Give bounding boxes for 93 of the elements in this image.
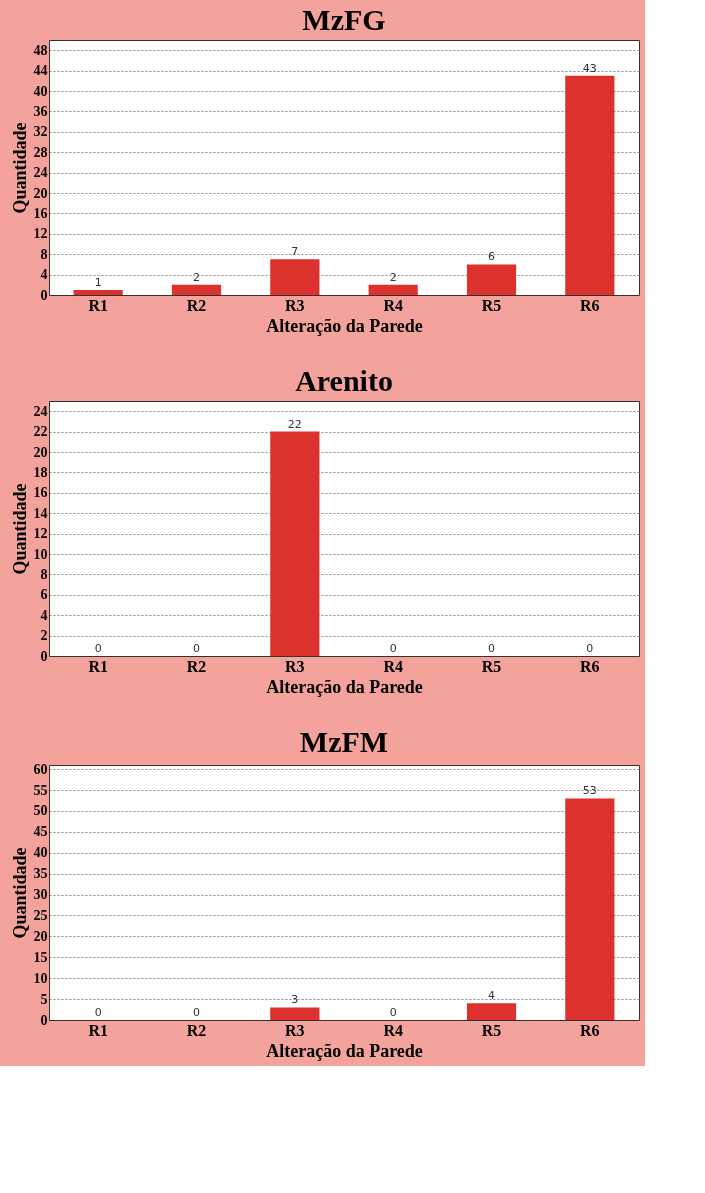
- y-tick-label: 60: [33, 761, 48, 777]
- data-label: 0: [193, 642, 200, 655]
- x-tick-label: R6: [580, 657, 600, 675]
- chart-title: MzFG: [302, 3, 386, 36]
- x-tick-label: R4: [383, 657, 403, 675]
- y-tick-label: 20: [33, 185, 48, 201]
- y-tick-label: 40: [33, 83, 48, 99]
- chart-title: MzFM: [299, 725, 389, 759]
- y-tick-label: 12: [33, 526, 48, 542]
- data-label: 2: [193, 270, 200, 284]
- data-label: 53: [582, 784, 597, 798]
- data-label: 6: [488, 250, 495, 264]
- y-tick-label: 10: [33, 546, 48, 562]
- y-tick-label: 0: [40, 287, 48, 303]
- bar: [270, 259, 320, 295]
- data-label: 0: [488, 642, 495, 655]
- y-axis-title: Quantidade: [9, 847, 30, 939]
- bar: [565, 75, 615, 295]
- x-tick-label: R5: [481, 1021, 502, 1039]
- y-tick-label: 12: [33, 226, 48, 242]
- data-label: 22: [287, 417, 302, 431]
- y-tick-label: 0: [40, 1012, 48, 1028]
- data-label: 0: [94, 1006, 102, 1019]
- y-tick-label: 0: [40, 648, 48, 664]
- y-tick-label: 8: [40, 566, 48, 582]
- bar: [565, 798, 615, 1020]
- x-tick-label: R3: [285, 1021, 305, 1039]
- bar: [270, 1007, 320, 1020]
- x-tick-label: R3: [285, 657, 305, 675]
- x-tick-label: R1: [88, 296, 108, 314]
- y-tick-label: 18: [33, 464, 48, 480]
- y-tick-label: 22: [33, 424, 48, 440]
- data-label: 7: [291, 245, 299, 259]
- x-tick-label: R5: [481, 296, 502, 314]
- bar: [368, 284, 418, 295]
- y-tick-label: 36: [33, 103, 48, 119]
- x-tick-label: R4: [383, 1021, 403, 1039]
- y-axis-title: Quantidade: [9, 122, 30, 214]
- chart-title: Arenito: [295, 364, 393, 397]
- x-tick-label: R6: [580, 296, 600, 314]
- y-tick-label: 6: [40, 587, 48, 603]
- x-tick-label: R2: [186, 1021, 207, 1039]
- x-axis-title: Alteração da Parede: [266, 315, 423, 336]
- y-tick-label: 24: [33, 403, 48, 419]
- x-tick-label: R1: [88, 1021, 108, 1039]
- y-tick-label: 25: [33, 907, 48, 923]
- y-tick-label: 44: [33, 63, 48, 79]
- y-tick-label: 55: [33, 782, 48, 798]
- y-tick-label: 20: [33, 928, 48, 944]
- y-tick-label: 16: [33, 205, 48, 221]
- y-tick-label: 28: [33, 144, 48, 160]
- data-label: 0: [586, 642, 594, 655]
- y-tick-label: 35: [33, 866, 48, 882]
- x-tick-label: R6: [580, 1021, 600, 1039]
- y-tick-label: 20: [33, 444, 48, 460]
- y-tick-label: 4: [40, 607, 48, 623]
- y-tick-label: 14: [33, 505, 48, 521]
- y-tick-label: 30: [33, 887, 48, 903]
- bar: [171, 284, 222, 295]
- y-tick-label: 48: [33, 42, 48, 58]
- y-tick-label: 15: [33, 949, 48, 965]
- data-label: 0: [193, 1006, 200, 1019]
- x-tick-label: R5: [481, 657, 502, 675]
- data-label: 3: [291, 993, 299, 1007]
- bar: [73, 289, 123, 295]
- x-tick-label: R2: [186, 296, 207, 314]
- x-tick-label: R3: [285, 296, 305, 314]
- data-label: 2: [389, 270, 397, 284]
- y-tick-label: 16: [33, 485, 48, 501]
- bar: [466, 1003, 517, 1020]
- bar: [466, 264, 517, 295]
- y-tick-label: 2: [40, 628, 48, 644]
- y-tick-label: 4: [40, 267, 48, 283]
- y-tick-label: 40: [33, 845, 48, 861]
- x-axis-title: Alteração da Parede: [266, 676, 423, 697]
- data-label: 0: [389, 642, 397, 655]
- y-tick-label: 45: [33, 824, 48, 840]
- data-label: 1: [94, 275, 102, 289]
- x-tick-label: R2: [186, 657, 207, 675]
- x-axis-title: Alteração da Parede: [266, 1040, 423, 1061]
- x-tick-label: R4: [383, 296, 403, 314]
- data-label: 43: [582, 61, 597, 75]
- y-tick-label: 5: [40, 991, 48, 1007]
- y-tick-label: 24: [33, 165, 48, 181]
- y-axis-title: Quantidade: [9, 483, 30, 575]
- y-tick-label: 32: [33, 124, 48, 140]
- data-label: 4: [488, 989, 495, 1003]
- data-label: 0: [389, 1006, 397, 1019]
- x-tick-label: R1: [88, 657, 108, 675]
- data-label: 0: [94, 642, 102, 655]
- y-tick-label: 8: [40, 246, 48, 262]
- y-tick-label: 50: [33, 803, 48, 819]
- y-tick-label: 10: [33, 970, 48, 986]
